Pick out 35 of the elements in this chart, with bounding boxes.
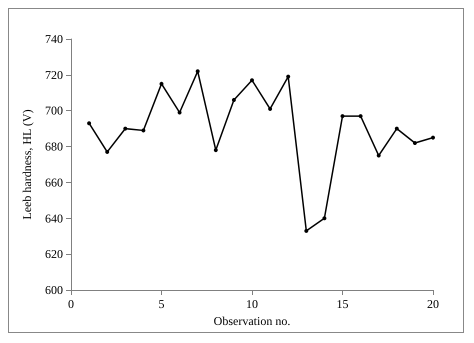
point <box>123 126 128 131</box>
point <box>322 216 326 220</box>
point <box>105 150 110 154</box>
x-axis-title: Observation no. <box>214 314 290 328</box>
y-tick-label: 620 <box>45 247 63 262</box>
point <box>394 126 399 131</box>
point <box>178 110 182 115</box>
x-tick-label: 15 <box>336 297 348 311</box>
point <box>431 136 435 140</box>
x-tick-label: 0 <box>68 297 74 311</box>
y-tick-label: 680 <box>45 140 63 154</box>
y-tick-label: 640 <box>45 211 63 226</box>
point <box>196 69 200 74</box>
point <box>358 114 363 118</box>
y-axis-title: Leeb hardness, HL (V) <box>20 109 34 220</box>
x-tick-label: 5 <box>158 297 164 311</box>
y-tick-label: 740 <box>45 32 63 46</box>
x-tick-label: 10 <box>246 297 258 311</box>
point <box>87 121 92 126</box>
point <box>286 74 290 79</box>
point <box>412 140 417 145</box>
y-tick-label: 660 <box>45 175 63 190</box>
point <box>232 98 236 102</box>
y-tick-label: 700 <box>45 104 63 118</box>
y-tick-label: 720 <box>45 68 63 82</box>
point <box>250 78 254 82</box>
y-tick-label: 600 <box>45 283 63 297</box>
x-tick-label: 20 <box>427 297 439 311</box>
point <box>304 228 308 233</box>
point <box>376 154 381 158</box>
point <box>268 106 272 111</box>
point <box>340 114 344 118</box>
point <box>214 148 218 152</box>
point <box>141 128 146 132</box>
point <box>160 82 164 86</box>
